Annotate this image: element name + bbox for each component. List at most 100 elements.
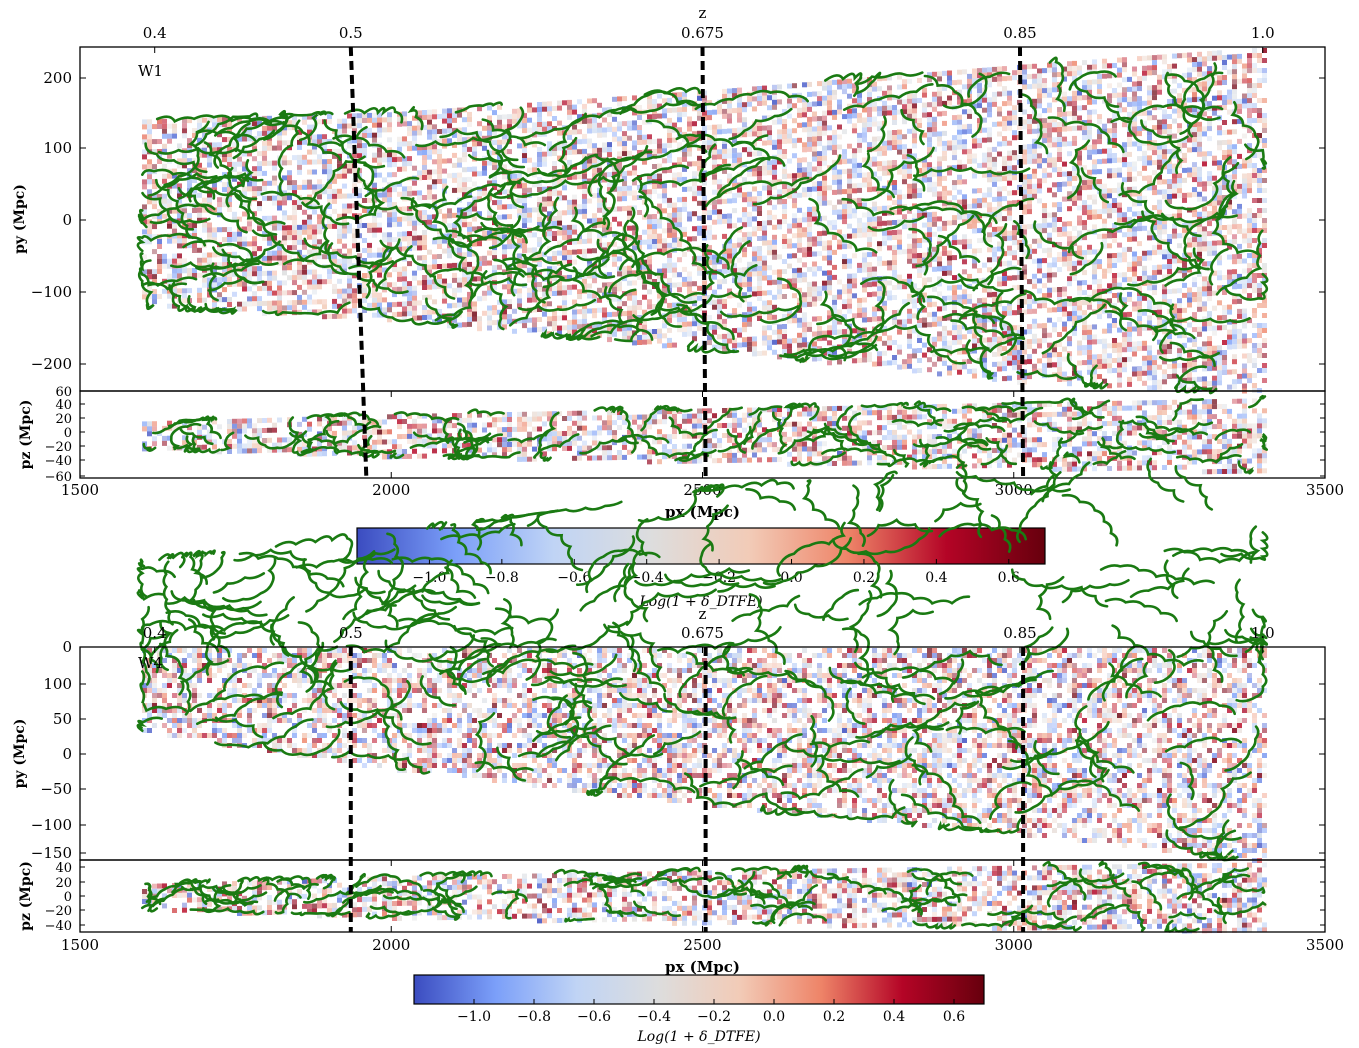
density-cell xyxy=(657,238,662,244)
density-cell xyxy=(412,275,417,281)
density-cell xyxy=(982,172,987,178)
density-cell xyxy=(657,173,662,179)
density-cell xyxy=(667,97,672,103)
density-cell xyxy=(582,173,587,179)
density-cell xyxy=(652,189,657,194)
density-cell xyxy=(522,243,527,249)
density-cell xyxy=(407,306,412,312)
density-cell xyxy=(637,300,642,305)
density-cell xyxy=(307,279,312,285)
density-cell xyxy=(592,293,597,299)
density-cell xyxy=(282,230,287,236)
density-cell xyxy=(747,151,752,157)
density-cell xyxy=(547,126,552,132)
density-cell xyxy=(312,279,317,285)
density-cell xyxy=(877,106,882,112)
density-cell xyxy=(387,152,392,158)
density-cell xyxy=(142,219,147,225)
density-cell xyxy=(167,258,172,264)
density-cell xyxy=(707,110,712,116)
density-cell xyxy=(727,213,732,219)
density-cell xyxy=(777,144,782,150)
density-cell xyxy=(352,233,357,239)
density-cell xyxy=(647,289,652,295)
density-cell xyxy=(872,316,877,322)
density-cell xyxy=(227,302,232,307)
density-cell xyxy=(957,214,962,220)
density-cell xyxy=(427,129,432,135)
density-cell xyxy=(232,271,237,277)
density-cell xyxy=(897,349,902,355)
density-cell xyxy=(447,283,452,289)
density-cell xyxy=(992,206,997,212)
density-cell xyxy=(822,155,827,161)
density-cell xyxy=(837,189,842,195)
density-cell xyxy=(917,98,922,103)
density-cell xyxy=(967,123,972,129)
density-cell xyxy=(332,178,337,184)
density-cell xyxy=(957,314,962,320)
density-cell xyxy=(572,299,577,305)
density-cell xyxy=(897,249,902,255)
density-cell xyxy=(287,185,292,191)
density-cell xyxy=(647,234,652,240)
density-cell xyxy=(712,299,717,305)
density-cell xyxy=(1012,355,1017,361)
density-cell xyxy=(227,237,232,242)
density-cell xyxy=(447,213,452,219)
density-cell xyxy=(807,131,812,137)
density-cell xyxy=(667,267,672,273)
density-cell xyxy=(557,220,562,226)
density-cell xyxy=(552,326,557,331)
density-cell xyxy=(802,102,807,108)
density-cell xyxy=(977,98,982,104)
density-cell xyxy=(297,234,302,240)
density-cell xyxy=(477,266,482,272)
density-cell xyxy=(1007,360,1012,366)
density-cell xyxy=(432,149,437,155)
density-cell xyxy=(572,174,577,180)
density-cell xyxy=(292,185,297,191)
density-cell xyxy=(842,209,847,215)
density-cell xyxy=(807,91,812,97)
density-cell xyxy=(412,225,417,231)
density-cell xyxy=(647,99,652,105)
density-cell xyxy=(882,360,887,366)
density-cell xyxy=(857,147,862,153)
density-cell xyxy=(907,333,912,339)
density-cell xyxy=(227,267,232,272)
density-cell xyxy=(967,298,972,304)
density-cell xyxy=(647,189,652,195)
density-cell xyxy=(732,178,737,184)
density-cell xyxy=(697,155,702,161)
density-cell xyxy=(877,246,882,252)
density-cell xyxy=(252,171,257,177)
density-cell xyxy=(887,95,892,101)
density-cell xyxy=(717,184,722,190)
density-cell xyxy=(657,143,662,149)
density-cell xyxy=(712,209,717,215)
density-cell xyxy=(397,121,402,127)
density-cell xyxy=(417,145,422,151)
density-cell xyxy=(327,194,332,199)
density-cell xyxy=(762,290,767,296)
density-cell xyxy=(617,256,622,262)
density-cell xyxy=(622,151,627,157)
density-cell xyxy=(1022,294,1027,300)
density-cell xyxy=(687,151,692,157)
density-cell xyxy=(997,121,1002,127)
density-cell xyxy=(982,127,987,133)
density-cell xyxy=(177,288,182,294)
density-cell xyxy=(892,160,897,165)
density-cell xyxy=(917,78,922,83)
density-cell xyxy=(522,123,527,129)
density-cell xyxy=(867,142,872,148)
density-cell xyxy=(312,309,317,315)
density-cell xyxy=(907,183,912,189)
density-cell xyxy=(627,265,632,271)
density-cell xyxy=(172,233,177,239)
density-cell xyxy=(1007,200,1012,206)
density-cell xyxy=(897,199,902,205)
density-cell xyxy=(422,110,427,115)
density-cell xyxy=(152,224,157,230)
